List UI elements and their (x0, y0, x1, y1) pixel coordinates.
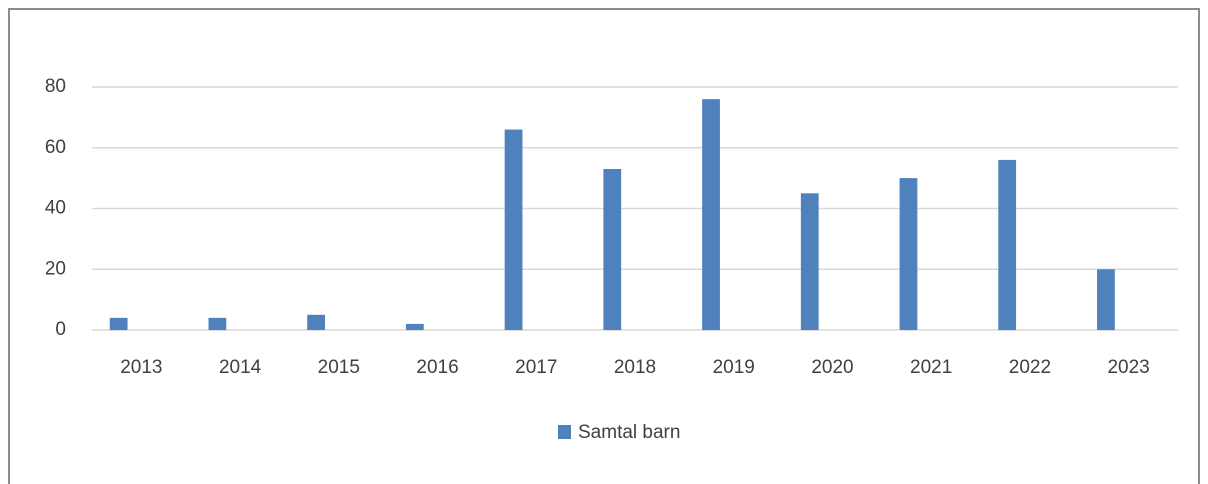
x-tick-label: 2021 (910, 357, 952, 378)
x-tick-label: 2023 (1107, 357, 1149, 378)
bar (1097, 269, 1115, 330)
bar (109, 317, 128, 330)
x-tick-label: 2015 (318, 357, 360, 378)
bar (800, 193, 819, 330)
bar (405, 323, 424, 330)
legend-label: Samtal barn (578, 422, 680, 443)
y-tick-label: 20 (45, 258, 66, 279)
y-tick-label: 40 (45, 198, 66, 219)
bar (899, 178, 918, 330)
bar (603, 169, 622, 330)
x-tick-label: 2013 (120, 357, 162, 378)
bar (504, 129, 523, 330)
x-tick-label: 2018 (614, 357, 656, 378)
bar (702, 99, 720, 331)
x-tick-label: 2020 (811, 357, 853, 378)
y-tick-label: 60 (45, 137, 66, 158)
bar (208, 317, 227, 330)
x-tick-label: 2022 (1009, 357, 1051, 378)
chart-frame (8, 8, 1200, 484)
y-tick-label: 0 (55, 319, 66, 340)
x-tick-label: 2019 (713, 357, 755, 378)
x-tick-label: 2017 (515, 357, 557, 378)
bar (998, 159, 1017, 330)
y-tick-label: 80 (45, 76, 66, 97)
legend-swatch (558, 425, 571, 439)
bar (307, 314, 325, 330)
x-tick-label: 2016 (416, 357, 458, 378)
x-tick-label: 2014 (219, 357, 262, 378)
